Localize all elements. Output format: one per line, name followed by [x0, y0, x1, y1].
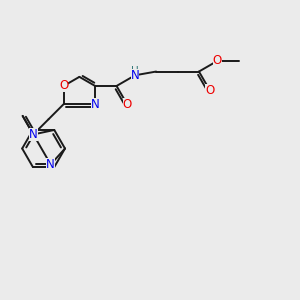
- Text: O: O: [213, 54, 222, 67]
- Text: N: N: [91, 98, 100, 111]
- Text: N: N: [29, 128, 38, 141]
- Text: N: N: [131, 69, 140, 82]
- Text: O: O: [59, 80, 68, 92]
- Text: N: N: [46, 158, 55, 171]
- Text: O: O: [205, 84, 214, 97]
- Text: O: O: [123, 98, 132, 111]
- Text: H: H: [131, 66, 139, 76]
